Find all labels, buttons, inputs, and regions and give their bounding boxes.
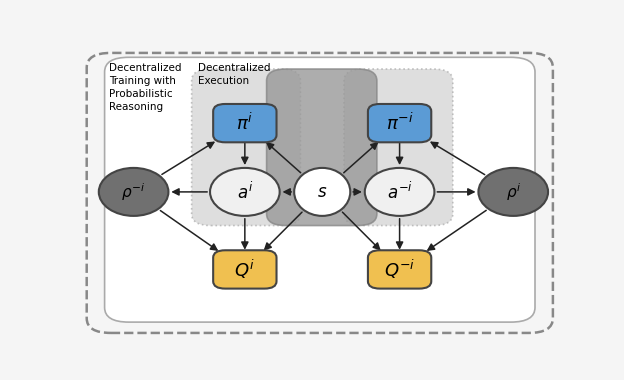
FancyBboxPatch shape [192,69,301,226]
Text: Decentralized
Execution: Decentralized Execution [198,63,270,86]
Text: $Q^i$: $Q^i$ [235,258,255,281]
FancyBboxPatch shape [213,104,276,142]
Text: $\rho^i$: $\rho^i$ [505,181,521,203]
FancyBboxPatch shape [213,250,276,288]
Ellipse shape [210,168,280,216]
Ellipse shape [479,168,548,216]
FancyBboxPatch shape [266,69,377,226]
Text: $\rho^{-i}$: $\rho^{-i}$ [122,181,146,203]
FancyBboxPatch shape [105,57,535,322]
Text: $s$: $s$ [317,183,328,201]
FancyBboxPatch shape [368,250,431,288]
Text: $\pi^i$: $\pi^i$ [236,112,253,134]
Text: Decentralized
Training with
Probabilistic
Reasoning: Decentralized Training with Probabilisti… [109,63,182,112]
Ellipse shape [99,168,168,216]
FancyBboxPatch shape [344,69,453,226]
FancyBboxPatch shape [368,104,431,142]
Text: $\pi^{-i}$: $\pi^{-i}$ [386,112,414,134]
Ellipse shape [365,168,434,216]
Text: $Q^{-i}$: $Q^{-i}$ [384,258,416,281]
Text: $a^{-i}$: $a^{-i}$ [387,181,412,203]
Ellipse shape [294,168,350,216]
Text: $a^i$: $a^i$ [236,181,253,203]
